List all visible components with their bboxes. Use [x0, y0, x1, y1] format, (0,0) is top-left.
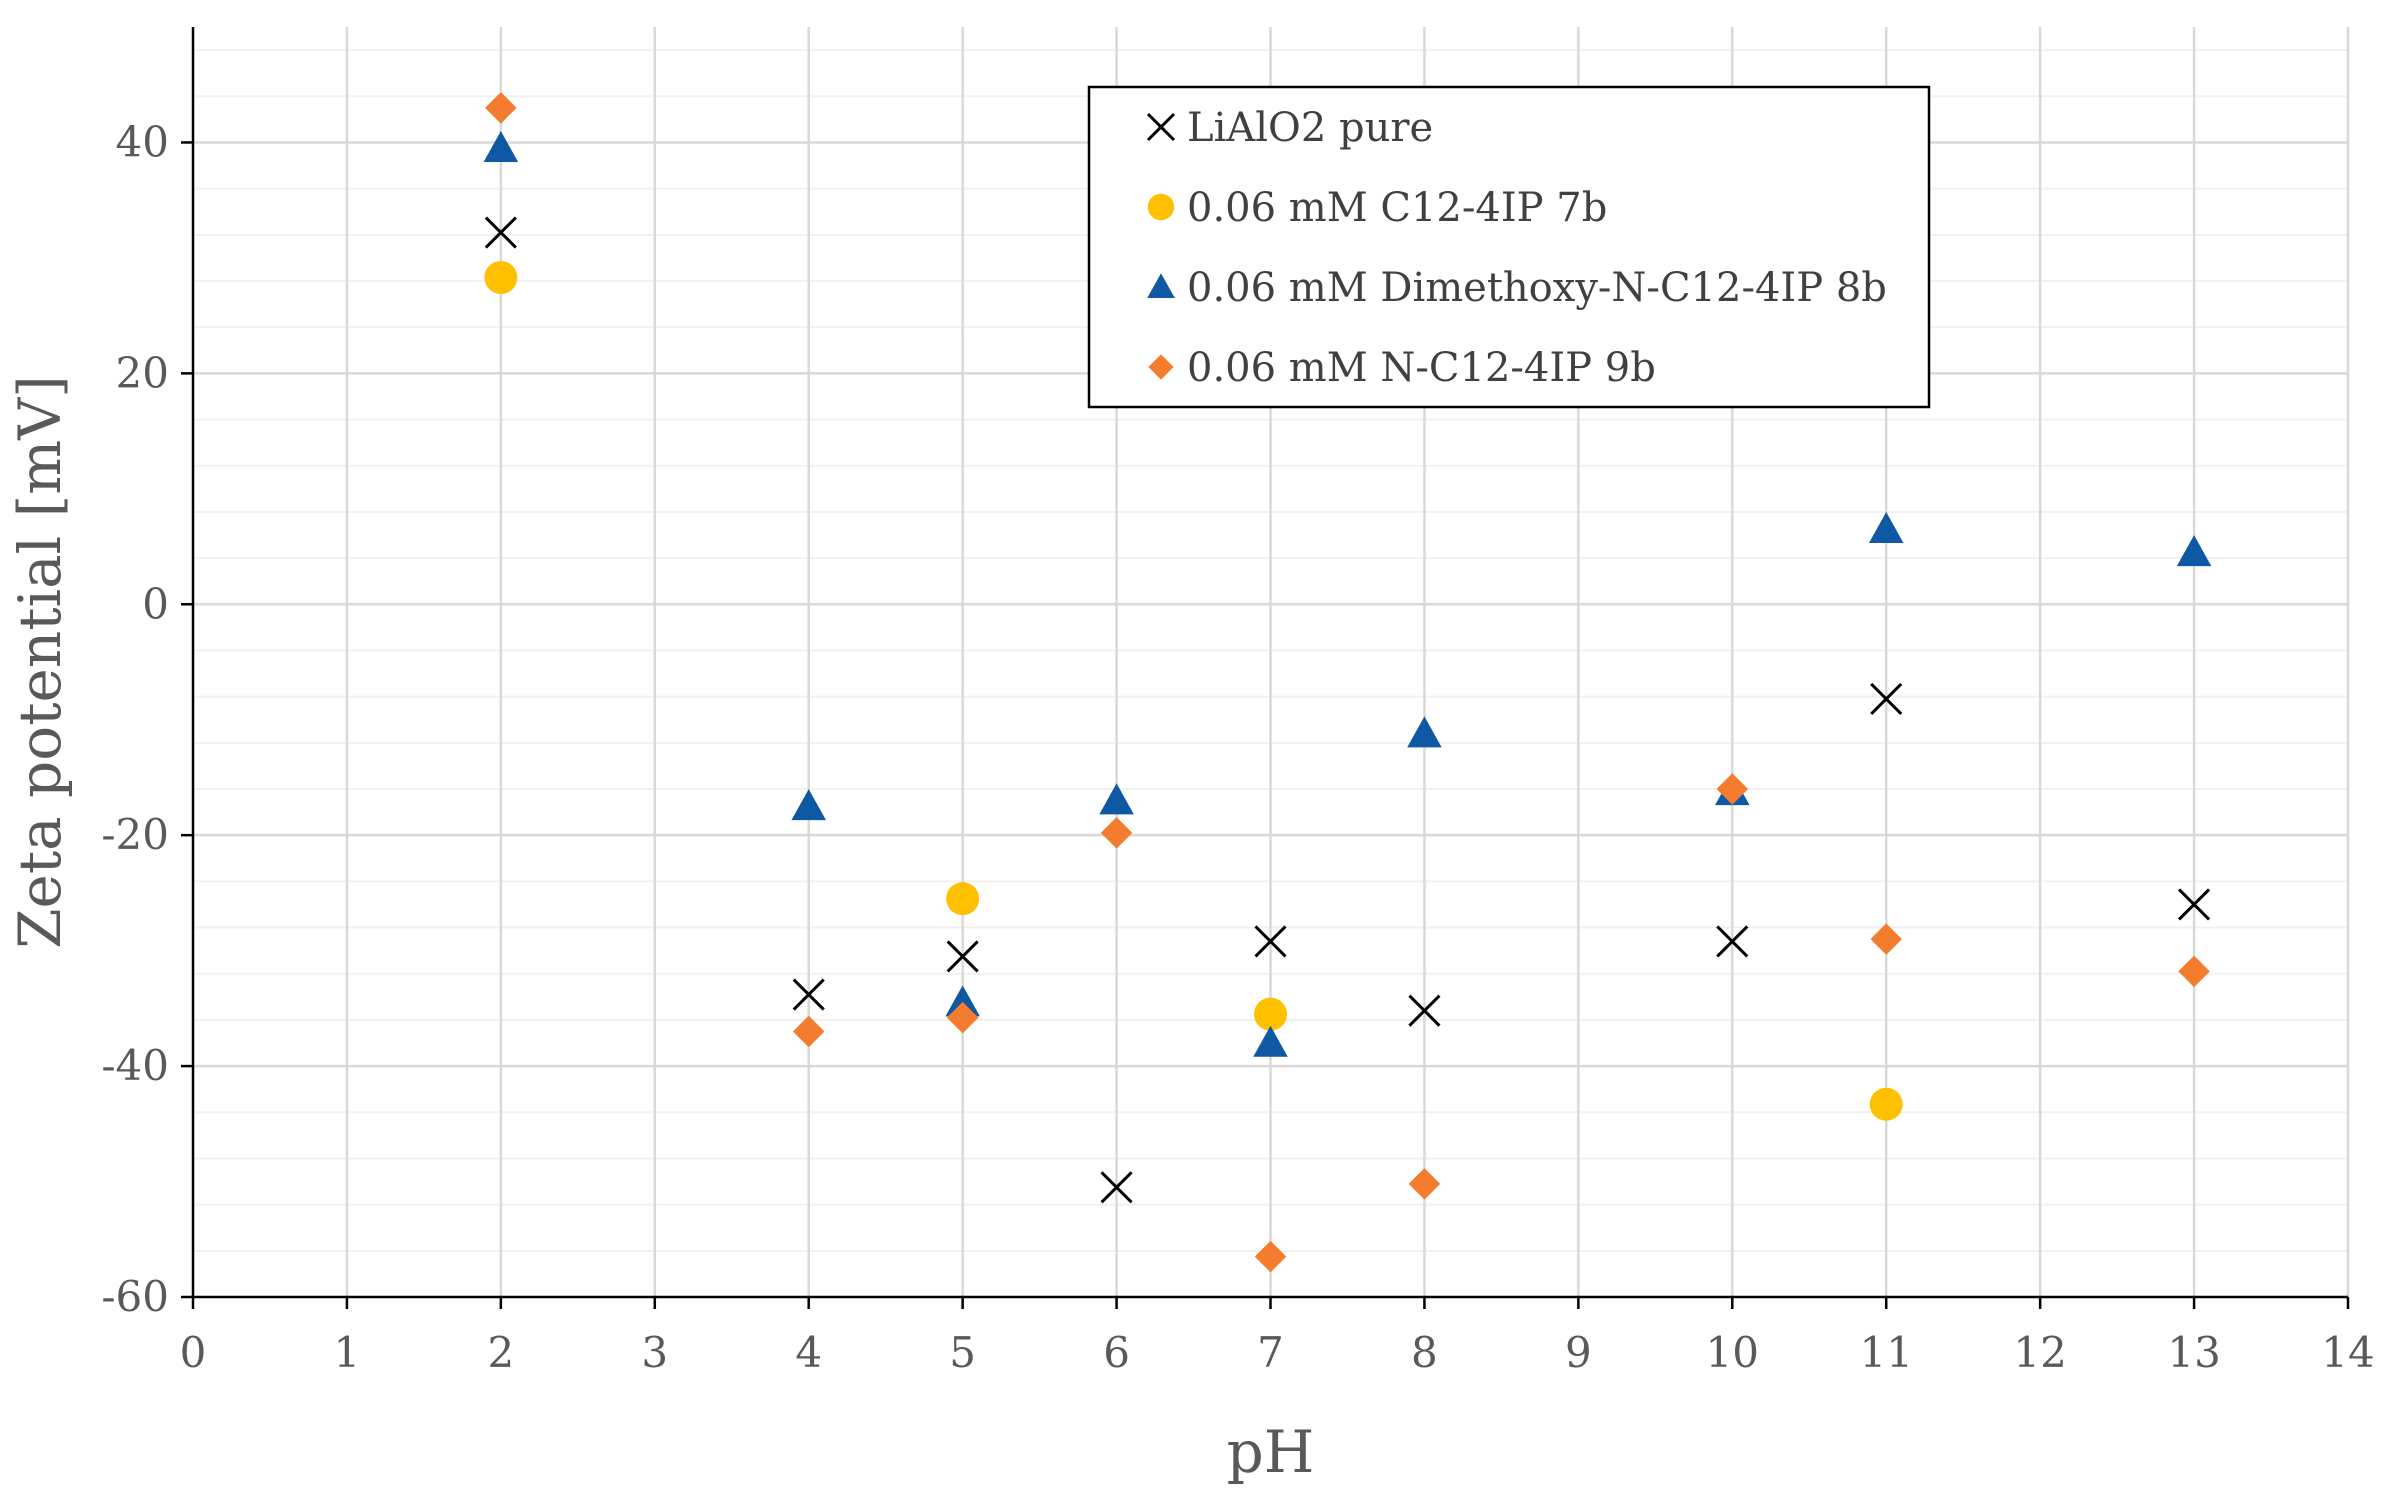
- x-stroke: [2178, 888, 2211, 921]
- legend-label: 0.06 mM N-C12-4IP 9b: [1187, 345, 1656, 391]
- y-tick-label: -60: [101, 1272, 169, 1321]
- x-stroke: [946, 940, 979, 973]
- data-point: [1254, 925, 1287, 958]
- data-point: [1868, 511, 1904, 544]
- data-point: [485, 92, 517, 124]
- x-tick-label: 11: [1859, 1328, 1912, 1377]
- legend-marker: [1146, 112, 1176, 142]
- data-point: [1408, 994, 1441, 1027]
- x-stroke: [484, 216, 517, 249]
- series-0-06-mm-c12-4ip-7b: [484, 261, 1903, 1121]
- legend-entry: 0.06 mM C12-4IP 7b: [1147, 185, 1607, 231]
- data-point: [1870, 923, 1902, 955]
- data-point: [792, 1015, 825, 1048]
- data-point: [946, 940, 979, 973]
- data-point: [1100, 817, 1133, 849]
- y-tick-label: -20: [101, 810, 169, 859]
- data-points: [483, 92, 2212, 1273]
- x-stroke: [1100, 1171, 1133, 1204]
- x-tick-label: 4: [795, 1328, 822, 1377]
- data-point: [1408, 1168, 1441, 1200]
- data-point: [1870, 682, 1903, 716]
- data-point: [1869, 1087, 1903, 1121]
- legend-box: [1087, 85, 1931, 409]
- x-stroke: [1146, 112, 1176, 142]
- data-point: [2176, 535, 2212, 567]
- data-point: [1254, 997, 1287, 1031]
- axes: [181, 27, 2350, 1309]
- x-stroke: [1254, 925, 1287, 958]
- data-point: [2178, 888, 2211, 921]
- data-point: [946, 882, 980, 916]
- x-stroke: [1716, 925, 1749, 958]
- series-0-06-mm-n-c12-4ip-9b: [485, 92, 2210, 1273]
- legend-entry: 0.06 mM Dimethoxy-N-C12-4IP 8b: [1147, 265, 1887, 311]
- data-point: [1100, 1171, 1133, 1204]
- data-point: [2178, 955, 2210, 988]
- y-tick-label: 40: [116, 117, 169, 166]
- legend: LiAlO2 pure 0.06 mM C12-4IP 7b 0.06 mM Dim…: [1087, 85, 1931, 409]
- data-point: [1716, 925, 1749, 958]
- x-tick-label: 1: [334, 1328, 361, 1377]
- x-tick-label: 7: [1257, 1328, 1284, 1377]
- x-stroke: [1408, 994, 1441, 1027]
- legend-marker: [1147, 273, 1175, 299]
- series-lialo2-pure: [484, 216, 2211, 1204]
- x-tick-label: 10: [1706, 1328, 1759, 1377]
- x-tick-label: 6: [1103, 1328, 1130, 1377]
- x-axis-title: pH: [1227, 1418, 1315, 1486]
- x-tick-label: 3: [641, 1328, 668, 1377]
- x-tick-label: 5: [949, 1328, 976, 1377]
- x-tick-label: 2: [487, 1328, 514, 1377]
- data-point: [1254, 1240, 1287, 1273]
- data-point: [1099, 783, 1134, 815]
- x-stroke: [792, 978, 825, 1011]
- x-tick-label: 14: [2321, 1328, 2374, 1377]
- x-tick-label: 13: [2167, 1328, 2220, 1377]
- x-tick-label: 8: [1411, 1328, 1438, 1377]
- data-point: [792, 978, 825, 1011]
- legend-entry: LiAlO2 pure: [1146, 105, 1433, 151]
- data-point: [483, 130, 519, 163]
- data-point: [945, 985, 980, 1017]
- legend-label: LiAlO2 pure: [1187, 105, 1433, 151]
- data-point: [484, 261, 518, 295]
- x-stroke: [1870, 682, 1903, 716]
- y-tick-label: 20: [116, 348, 169, 397]
- x-tick-label: 0: [180, 1328, 207, 1377]
- y-tick-label: -40: [101, 1041, 169, 1090]
- data-point: [791, 789, 826, 821]
- x-tick-label: 9: [1565, 1328, 1592, 1377]
- series-0-06-mm-dimethoxy-n-c12-4ip-8b: [483, 130, 2212, 1057]
- data-point: [1253, 1025, 1288, 1057]
- y-tick-label: 0: [142, 579, 169, 628]
- x-tick-label: 12: [2013, 1328, 2066, 1377]
- data-point: [484, 216, 517, 249]
- data-point: [946, 1001, 979, 1034]
- legend-marker: [1148, 354, 1174, 380]
- data-point: [1716, 773, 1749, 805]
- legend-entry: 0.06 mM N-C12-4IP 9b: [1148, 345, 1656, 391]
- y-axis-title: Zeta potential [mV]: [6, 375, 74, 949]
- legend-label: 0.06 mM Dimethoxy-N-C12-4IP 8b: [1187, 265, 1887, 311]
- data-point: [1407, 716, 1442, 748]
- legend-marker: [1147, 193, 1175, 221]
- legend-label: 0.06 mM C12-4IP 7b: [1187, 185, 1607, 231]
